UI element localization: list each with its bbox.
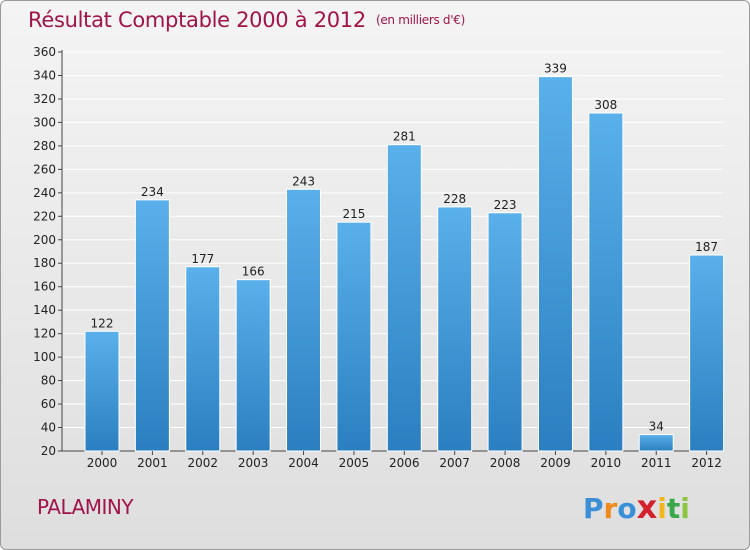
chart-title: Résultat Comptable 2000 à 2012 (en millie… [28, 8, 465, 32]
y-tick-label: 220 [33, 209, 56, 223]
logo-letter: o [617, 492, 637, 525]
logo-letter: i [680, 492, 690, 525]
value-label-2005: 215 [342, 207, 365, 221]
x-tick-label-2004: 2004 [288, 456, 319, 470]
value-label-2004: 243 [292, 174, 315, 188]
y-tick-label: 180 [33, 256, 56, 270]
y-tick-label: 260 [33, 162, 56, 176]
bar-2006 [386, 144, 422, 452]
y-tick-label: 80 [41, 374, 56, 388]
bar-2003 [235, 279, 271, 452]
x-tick-label-2006: 2006 [389, 456, 420, 470]
y-tick-label: 200 [33, 233, 56, 247]
value-label-2012: 187 [695, 240, 718, 254]
value-label-2007: 228 [443, 192, 466, 206]
value-label-2002: 177 [191, 252, 214, 266]
value-label-2011: 34 [649, 420, 664, 434]
logo-letter: i [657, 492, 667, 525]
bar-2009 [537, 76, 573, 452]
y-tick-label: 360 [33, 45, 56, 59]
y-tick-label: 340 [33, 68, 56, 82]
bar-2008 [487, 212, 523, 452]
x-tick-label-2012: 2012 [691, 456, 722, 470]
value-label-2006: 281 [393, 130, 416, 144]
y-tick-label: 120 [33, 327, 56, 341]
value-label-2010: 308 [594, 98, 617, 112]
y-tick-label: 60 [41, 397, 56, 411]
bar-2007 [437, 206, 473, 452]
x-tick-label-2009: 2009 [540, 456, 571, 470]
x-tick-label-2007: 2007 [439, 456, 470, 470]
value-label-2003: 166 [242, 265, 265, 279]
logo-letter: r [603, 492, 618, 525]
bar-2001 [134, 199, 170, 452]
logo-letter: P [583, 492, 604, 525]
x-tick-label-2002: 2002 [187, 456, 218, 470]
bar-2002 [185, 266, 221, 452]
x-tick-label-2003: 2003 [238, 456, 269, 470]
y-tick-label: 100 [33, 350, 56, 364]
y-tick-label: 160 [33, 280, 56, 294]
x-tick-label-2011: 2011 [641, 456, 672, 470]
value-label-2009: 339 [544, 62, 567, 76]
x-tick-label-2010: 2010 [591, 456, 622, 470]
y-tick-label: 140 [33, 303, 56, 317]
y-tick-label: 300 [33, 115, 56, 129]
chart-subtitle: (en milliers d'€) [375, 13, 465, 27]
y-tick-label: 40 [41, 421, 56, 435]
bar-2005 [336, 221, 372, 452]
proxiti-logo: Proxiti [583, 488, 690, 526]
x-tick-label-2008: 2008 [490, 456, 521, 470]
value-label-2008: 223 [494, 198, 517, 212]
logo-letter: x [636, 488, 658, 526]
title-text: Résultat Comptable 2000 à 2012 [28, 8, 366, 32]
x-tick-label-2000: 2000 [87, 456, 118, 470]
y-tick-label: 280 [33, 139, 56, 153]
bar-2004 [286, 188, 322, 452]
bar-2012 [689, 254, 725, 452]
y-tick-label: 240 [33, 186, 56, 200]
logo-letter: t [666, 492, 681, 525]
y-tick-label: 320 [33, 92, 56, 106]
y-tick-label: 20 [41, 444, 56, 458]
x-tick-label-2001: 2001 [137, 456, 168, 470]
place-name: PALAMINY [37, 495, 134, 519]
bar-2010 [588, 112, 624, 452]
value-label-2001: 234 [141, 185, 164, 199]
bar-2011 [638, 434, 674, 452]
bar-2000 [84, 330, 120, 452]
value-label-2000: 122 [91, 316, 114, 330]
x-tick-label-2005: 2005 [339, 456, 370, 470]
